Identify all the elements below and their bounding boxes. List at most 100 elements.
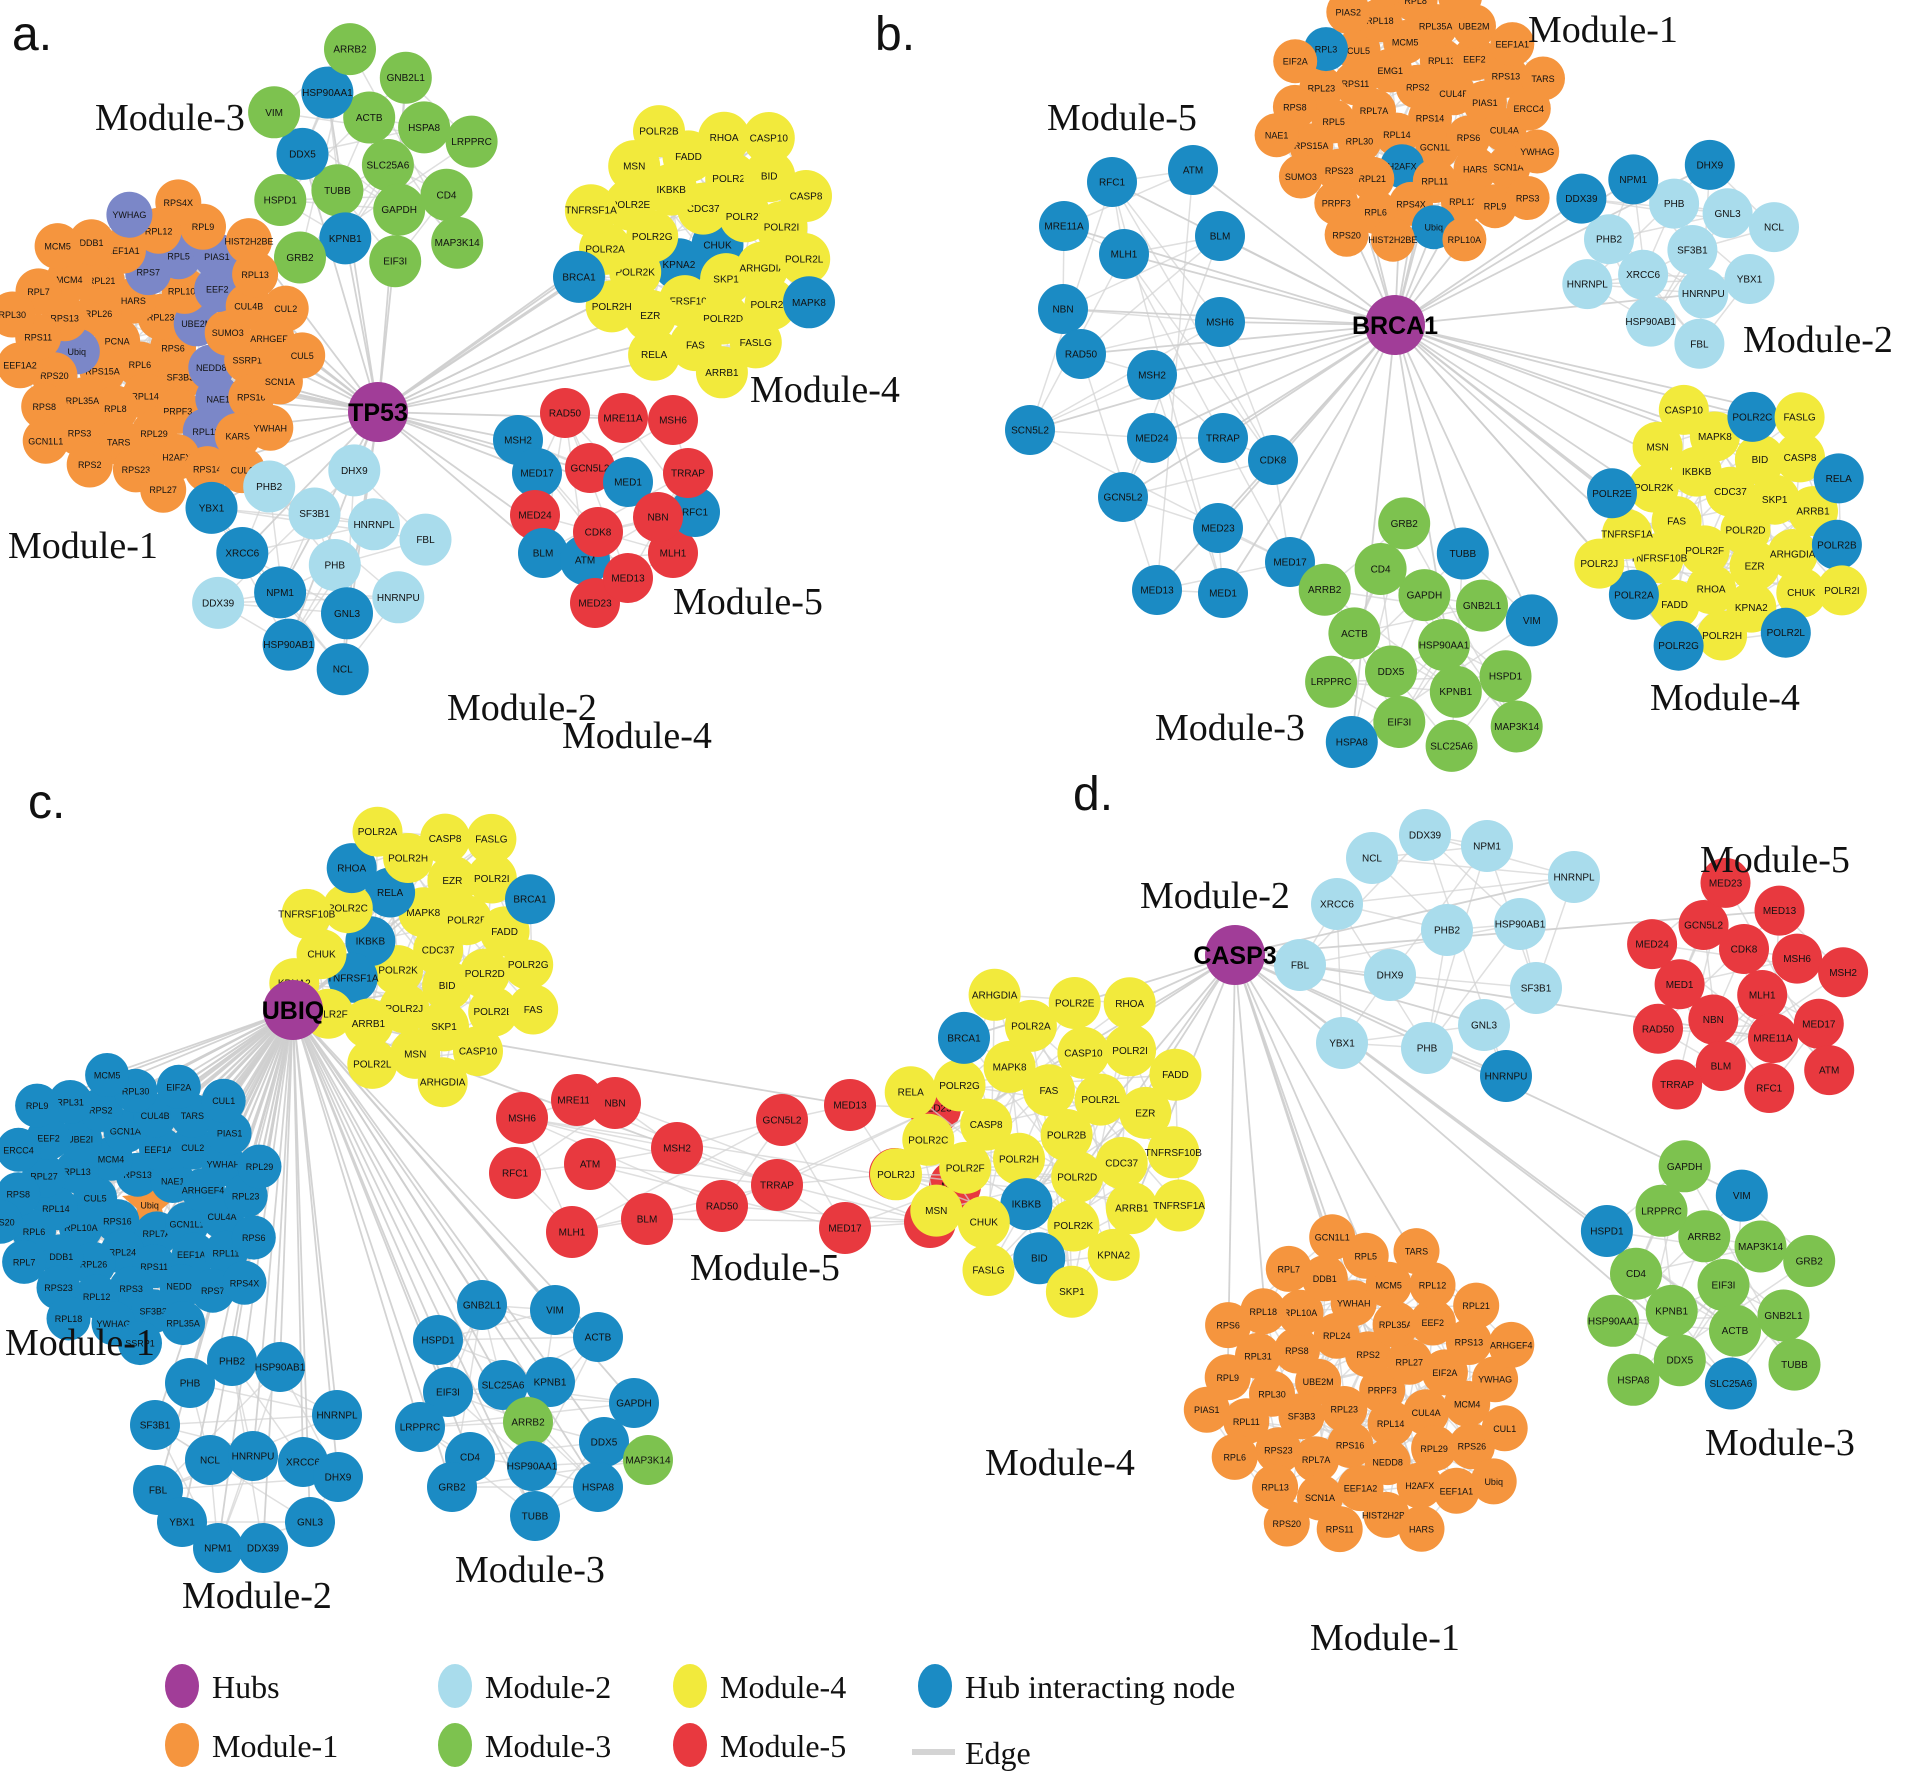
node-LRPPRC[interactable]: LRPPRC bbox=[1635, 1184, 1688, 1237]
node-HSPD1[interactable]: HSPD1 bbox=[1479, 650, 1532, 703]
node-KPNA2[interactable]: KPNA2 bbox=[1087, 1228, 1140, 1281]
node-MED13[interactable]: MED13 bbox=[824, 1079, 876, 1131]
node-SUMO3[interactable]: SUMO3 bbox=[1278, 154, 1323, 199]
node-MSH6[interactable]: MSH6 bbox=[1195, 297, 1245, 347]
node-HSP90AB1[interactable]: HSP90AB1 bbox=[1625, 296, 1676, 347]
node-FASLG[interactable]: FASLG bbox=[1774, 392, 1825, 443]
node-CASP8[interactable]: CASP8 bbox=[420, 813, 471, 864]
node-HSPA8[interactable]: HSPA8 bbox=[573, 1462, 623, 1512]
node-RHOA[interactable]: RHOA bbox=[698, 111, 751, 164]
node-DHX9[interactable]: DHX9 bbox=[1684, 139, 1735, 190]
node-YBX1[interactable]: YBX1 bbox=[1316, 1017, 1368, 1069]
node-ARRB1[interactable]: ARRB1 bbox=[695, 346, 748, 399]
node-RPL7[interactable]: RPL7 bbox=[2, 1239, 47, 1284]
node-PHB2[interactable]: PHB2 bbox=[207, 1336, 257, 1386]
node-MSH2[interactable]: MSH2 bbox=[1818, 947, 1869, 998]
node-GCN5L2[interactable]: GCN5L2 bbox=[756, 1094, 808, 1146]
node-ACTB[interactable]: ACTB bbox=[573, 1312, 623, 1362]
node-BID[interactable]: BID bbox=[422, 960, 473, 1011]
node-SLC25A6[interactable]: SLC25A6 bbox=[361, 139, 414, 191]
node-RPL11[interactable]: RPL11 bbox=[1223, 1398, 1270, 1445]
node-ACTB[interactable]: ACTB bbox=[1709, 1304, 1761, 1357]
node-CASP10[interactable]: CASP10 bbox=[742, 112, 795, 164]
node-MED17[interactable]: MED17 bbox=[819, 1202, 871, 1254]
node-EEF1A1[interactable]: EEF1A1 bbox=[1490, 22, 1535, 67]
node-CUL3[interactable]: CUL3 bbox=[1364, 0, 1408, 7]
node-TRRAP[interactable]: TRRAP bbox=[1198, 413, 1248, 463]
node-CDK8[interactable]: CDK8 bbox=[1248, 435, 1298, 485]
node-HSPA8[interactable]: HSPA8 bbox=[1325, 716, 1378, 768]
node-YBX1[interactable]: YBX1 bbox=[185, 481, 238, 534]
node-MCM5[interactable]: MCM5 bbox=[34, 223, 81, 270]
node-ATM[interactable]: ATM bbox=[564, 1138, 616, 1190]
node-RAD50[interactable]: RAD50 bbox=[696, 1180, 748, 1232]
node-HARS[interactable]: HARS bbox=[1398, 1505, 1445, 1552]
node-MED17[interactable]: MED17 bbox=[512, 448, 562, 498]
node-RPS8[interactable]: RPS8 bbox=[1273, 1327, 1320, 1374]
node-XRCC6[interactable]: XRCC6 bbox=[1618, 249, 1669, 300]
node-POLR2H[interactable]: POLR2H bbox=[993, 1132, 1045, 1185]
node-TUBB[interactable]: TUBB bbox=[1436, 527, 1489, 580]
node-MLH1[interactable]: MLH1 bbox=[1099, 229, 1149, 279]
node-YBX1[interactable]: YBX1 bbox=[157, 1497, 207, 1547]
node-GNL3[interactable]: GNL3 bbox=[321, 587, 373, 640]
node-POLR2E[interactable]: POLR2E bbox=[604, 178, 657, 231]
node-HNRNPU[interactable]: HNRNPU bbox=[1678, 268, 1729, 319]
node-CDK8[interactable]: CDK8 bbox=[573, 507, 623, 557]
node-POLR2H[interactable]: POLR2H bbox=[1697, 610, 1748, 661]
node-ARHGEF4[interactable]: ARHGEF4 bbox=[1488, 1321, 1535, 1368]
node-RELA[interactable]: RELA bbox=[1813, 453, 1864, 504]
node-ARHGDIA[interactable]: ARHGDIA bbox=[1767, 529, 1818, 579]
node-RPL10A[interactable]: RPL10A bbox=[161, 267, 208, 314]
node-RPL5[interactable]: RPL5 bbox=[1342, 1232, 1389, 1279]
node-HSP90AA1[interactable]: HSP90AA1 bbox=[1587, 1294, 1640, 1347]
node-XRCC6[interactable]: XRCC6 bbox=[1311, 878, 1363, 930]
node-KPNB1[interactable]: KPNB1 bbox=[319, 212, 372, 265]
node-GAPDH[interactable]: GAPDH bbox=[1658, 1140, 1711, 1193]
node-RPL27[interactable]: RPL27 bbox=[1386, 1338, 1433, 1385]
node-RPL10A[interactable]: RPL10A bbox=[1277, 1289, 1324, 1336]
node-PHB[interactable]: PHB bbox=[1649, 178, 1700, 229]
node-POLR2A[interactable]: POLR2A bbox=[352, 806, 403, 857]
node-BRCA1[interactable]: BRCA1 bbox=[938, 1011, 990, 1064]
node-FBL[interactable]: FBL bbox=[399, 513, 452, 566]
node-ARRB2[interactable]: ARRB2 bbox=[1298, 563, 1351, 616]
node-MED13[interactable]: MED13 bbox=[1754, 885, 1805, 936]
node-CHUK[interactable]: CHUK bbox=[957, 1196, 1010, 1249]
node-DDX39[interactable]: DDX39 bbox=[1399, 809, 1451, 861]
node-RPL7[interactable]: RPL7 bbox=[1265, 1245, 1312, 1292]
node-TUBB[interactable]: TUBB bbox=[311, 164, 364, 217]
node-RPL12[interactable]: RPL12 bbox=[1440, 179, 1485, 224]
node-POLR2J[interactable]: POLR2J bbox=[705, 152, 758, 205]
node-DHX9[interactable]: DHX9 bbox=[328, 444, 381, 497]
node-HSP90AA1[interactable]: HSP90AA1 bbox=[301, 66, 354, 119]
node-FBL[interactable]: FBL bbox=[1674, 318, 1725, 369]
node-RPS8[interactable]: RPS8 bbox=[21, 383, 68, 430]
node-RPS4X[interactable]: RPS4X bbox=[155, 179, 202, 226]
node-POLR2B[interactable]: POLR2B bbox=[633, 105, 685, 158]
node-NBN[interactable]: NBN bbox=[1038, 284, 1088, 334]
node-POLR2E[interactable]: POLR2E bbox=[1587, 468, 1637, 519]
node-EIF3I[interactable]: EIF3I bbox=[369, 235, 422, 288]
node-MSH6[interactable]: MSH6 bbox=[496, 1092, 548, 1144]
node-PIAS2[interactable]: PIAS2 bbox=[1326, 0, 1371, 34]
hub-node-TP53[interactable]: TP53 bbox=[348, 382, 408, 442]
node-GRB2[interactable]: GRB2 bbox=[427, 1462, 477, 1512]
node-NBN[interactable]: NBN bbox=[1688, 994, 1739, 1045]
node-XRCC6[interactable]: XRCC6 bbox=[216, 527, 269, 579]
node-YWHAG[interactable]: YWHAG bbox=[106, 191, 153, 238]
node-KPNB1[interactable]: KPNB1 bbox=[1645, 1284, 1698, 1337]
node-RPL26[interactable]: RPL26 bbox=[75, 290, 122, 337]
node-POLR2A[interactable]: POLR2A bbox=[1608, 569, 1659, 620]
node-ARRB2[interactable]: ARRB2 bbox=[503, 1397, 553, 1447]
node-PHB2[interactable]: PHB2 bbox=[243, 460, 296, 513]
node-POLR2C[interactable]: POLR2C bbox=[322, 883, 373, 934]
node-SKP1[interactable]: SKP1 bbox=[1045, 1265, 1098, 1318]
node-HIST2H2BE[interactable]: HIST2H2BE bbox=[1362, 1491, 1411, 1538]
node-SF3B1[interactable]: SF3B1 bbox=[1667, 225, 1718, 275]
node-RPL35A[interactable]: RPL35A bbox=[1372, 1301, 1419, 1348]
node-CASP10[interactable]: CASP10 bbox=[1658, 384, 1709, 435]
node-SSRP1[interactable]: SSRP1 bbox=[118, 1321, 162, 1366]
node-POLR2B[interactable]: POLR2B bbox=[441, 895, 492, 946]
node-EIF3I[interactable]: EIF3I bbox=[423, 1367, 473, 1417]
